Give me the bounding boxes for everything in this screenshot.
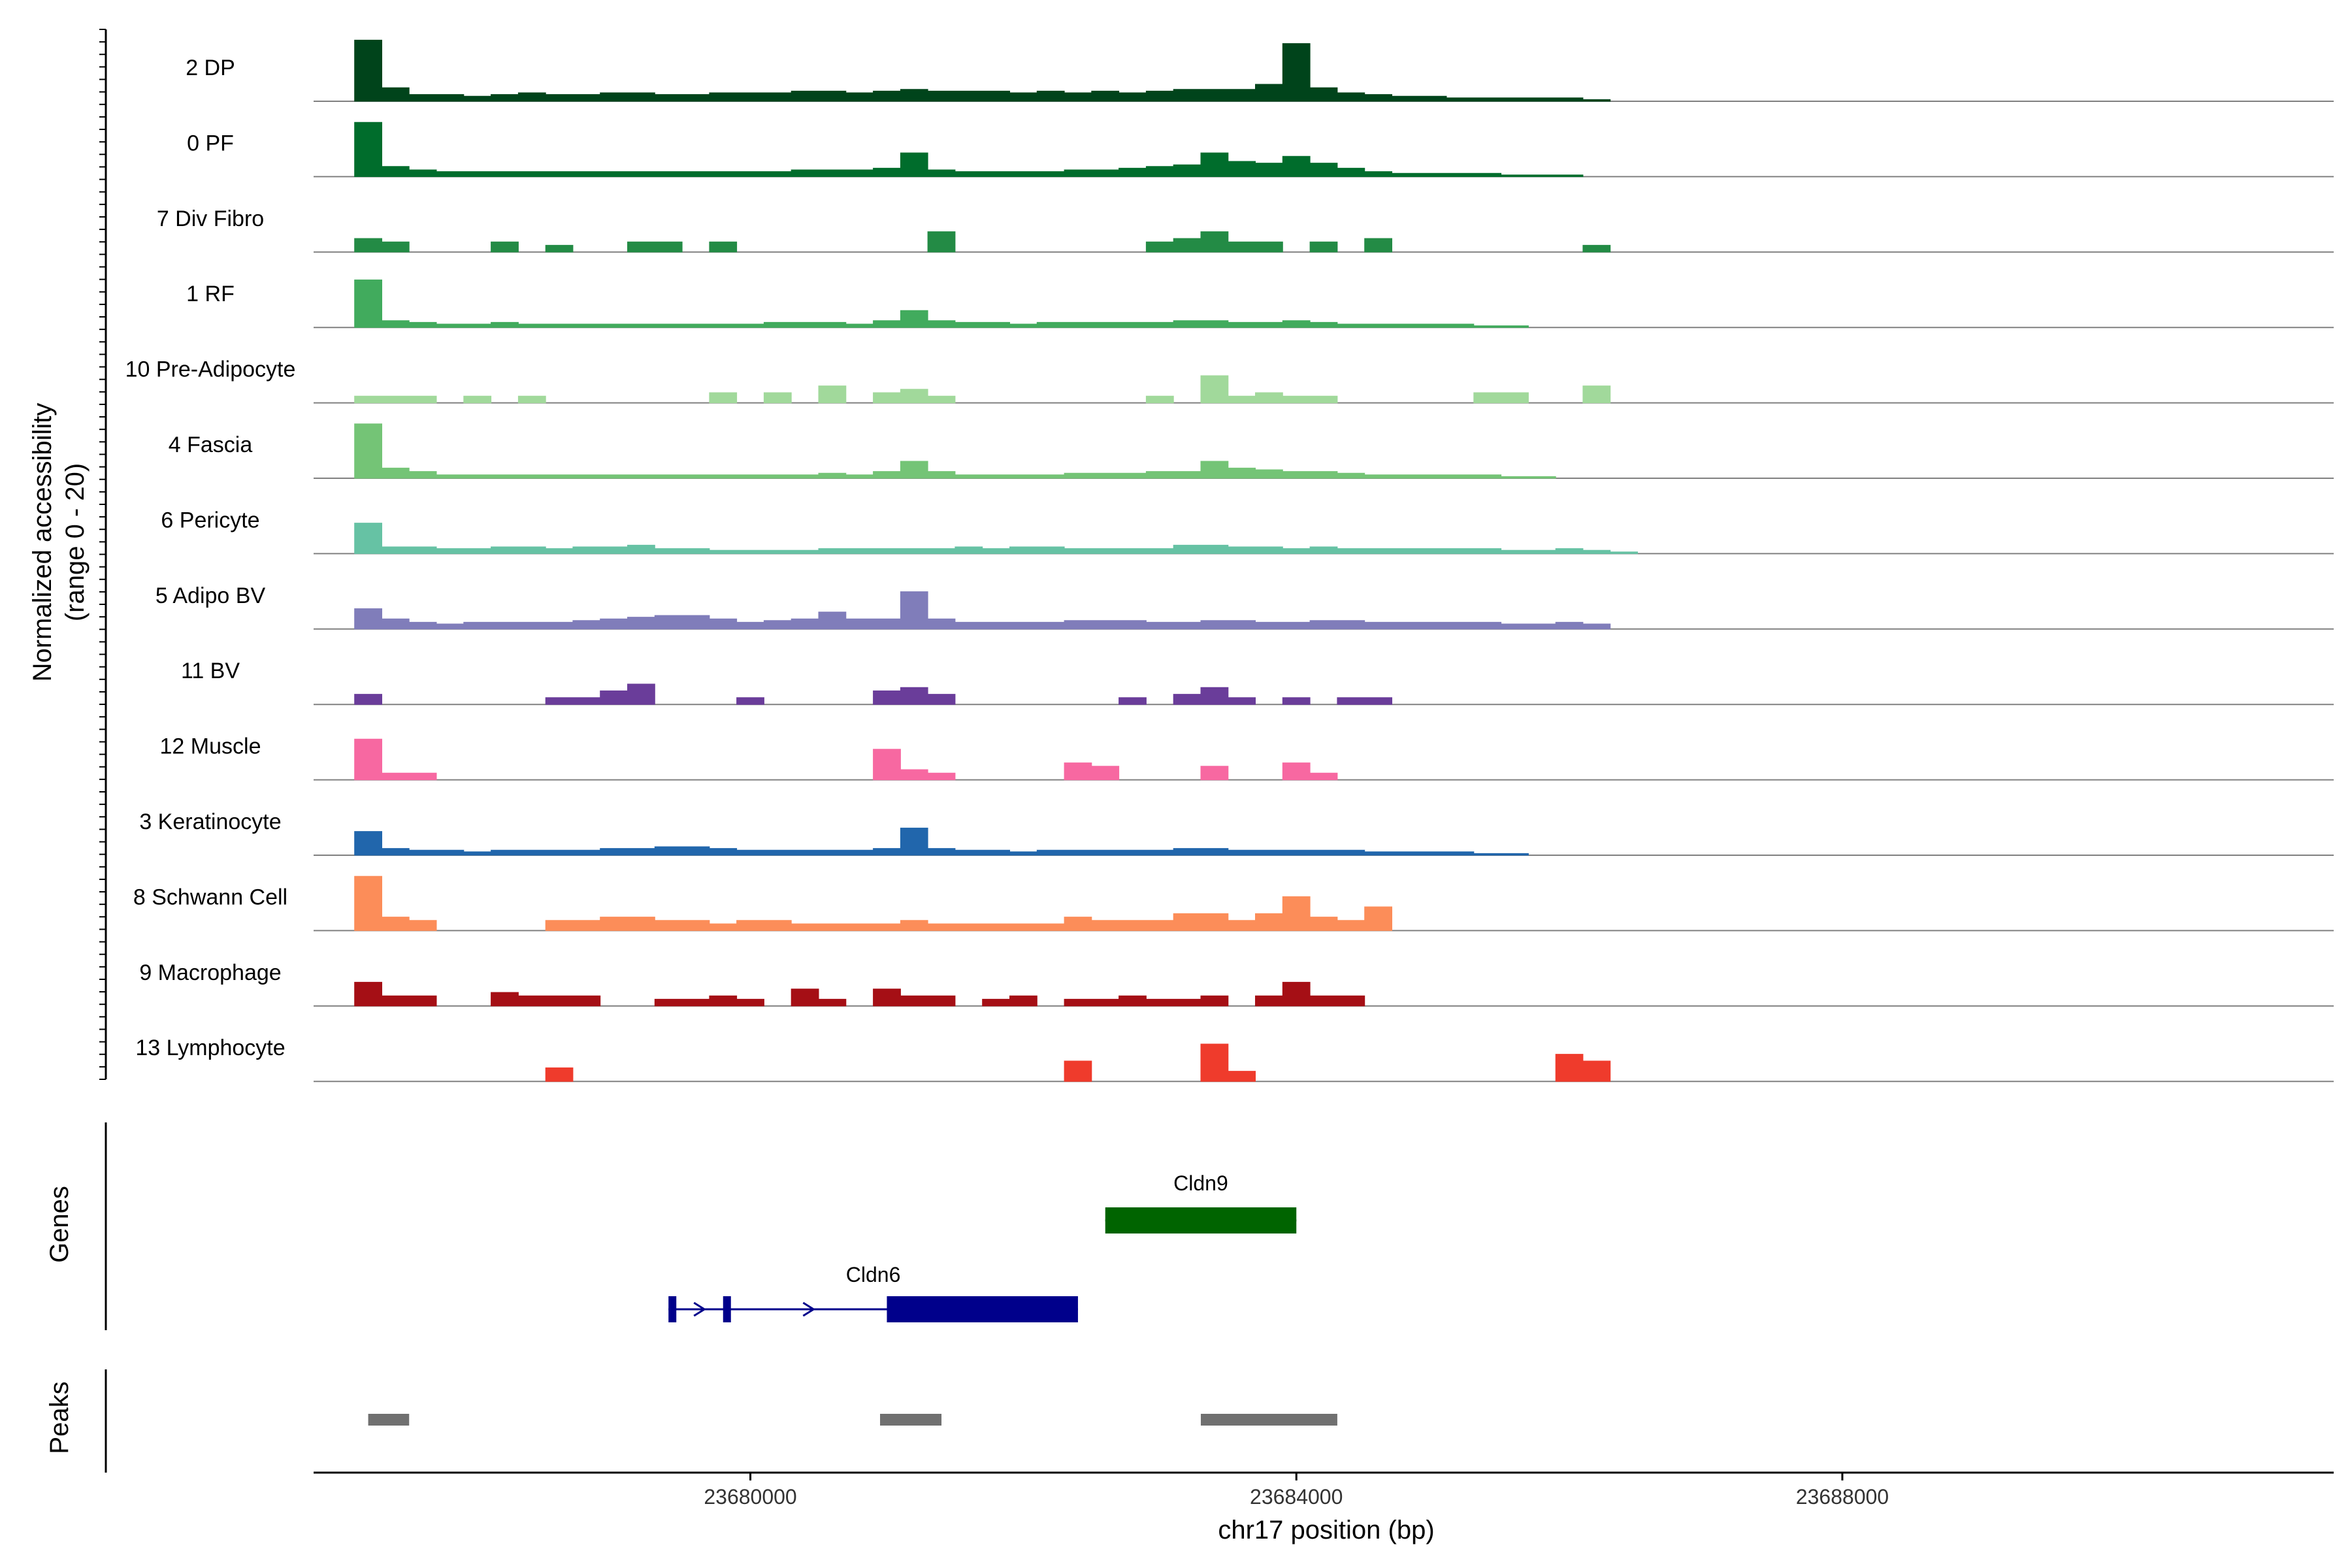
strand-arrow: [802, 1301, 816, 1317]
track-3-keratinocyte: 3 Keratinocyte: [139, 809, 2334, 856]
track-7-div-fibro: 7 Div Fibro: [157, 206, 2334, 253]
coverage-area: [354, 683, 1392, 705]
track-8-schwann-cell: 8 Schwann Cell: [133, 875, 2334, 932]
gene-track: Cldn9 Cldn6: [668, 1171, 1297, 1322]
gene-label: Cldn9: [1173, 1171, 1228, 1195]
gene-cldn9: Cldn9: [1105, 1171, 1297, 1233]
track-2-dp: 2 DP: [186, 39, 2334, 102]
track-label: 7 Div Fibro: [157, 206, 264, 231]
coverage-area: [545, 1043, 1611, 1082]
gene-exon: [1105, 1207, 1297, 1233]
gene-cldn6: Cldn6: [668, 1263, 1078, 1322]
x-tick-label: 23684000: [1250, 1485, 1343, 1509]
track-12-muscle: 12 Muscle: [160, 734, 2334, 781]
coverage-tracks: 2 DP 0 PF 7 Div Fibro 1 RF 10 Pre-Adipocyte 4…: [125, 39, 2334, 1083]
track-label: 3 Keratinocyte: [139, 809, 281, 834]
gene-exon: [723, 1296, 731, 1322]
track-1-rf: 1 RF: [186, 279, 2334, 329]
track-9-macrophage: 9 Macrophage: [139, 960, 2334, 1007]
track-10-pre-adipocyte: 10 Pre-Adipocyte: [125, 357, 2334, 404]
track-label: 13 Lymphocyte: [135, 1036, 285, 1060]
x-tick-label: 23680000: [704, 1485, 796, 1509]
left-axes: [99, 29, 107, 1473]
peak-region: [1200, 1414, 1337, 1426]
coverage-area: [354, 827, 1529, 856]
track-5-adipo-bv: 5 Adipo BV: [155, 583, 2334, 630]
genes-axis-title: Genes: [45, 1186, 74, 1263]
track-0-pf: 0 PF: [187, 122, 2334, 178]
coverage-area: [354, 39, 1611, 102]
track-label: 8 Schwann Cell: [133, 885, 287, 909]
coverage-area: [354, 875, 1392, 931]
track-13-lymphocyte: 13 Lymphocyte: [135, 1036, 2334, 1083]
strand-arrow: [693, 1301, 707, 1317]
track-label: 6 Pericyte: [161, 508, 259, 532]
track-label: 10 Pre-Adipocyte: [125, 357, 296, 382]
coverage-area: [354, 523, 1638, 554]
peak-region: [368, 1414, 410, 1426]
coverage-area: [354, 423, 1556, 479]
gene-exon: [668, 1296, 677, 1322]
track-label: 12 Muscle: [160, 734, 261, 759]
track-label: 2 DP: [186, 56, 235, 80]
coverage-area: [354, 122, 1584, 177]
x-axis: 23680000 23684000 23688000: [314, 1471, 2334, 1509]
coverage-area: [354, 279, 1529, 328]
coverage-area: [354, 981, 1365, 1007]
track-label: 11 BV: [181, 659, 240, 683]
coverage-area: [354, 591, 1611, 630]
peak-region: [880, 1414, 942, 1426]
gene-label: Cldn6: [846, 1263, 901, 1286]
x-axis-title: chr17 position (bp): [1218, 1516, 1434, 1544]
track-11-bv: 11 BV: [181, 659, 2334, 706]
track-label: 1 RF: [186, 282, 235, 306]
track-label: 4 Fascia: [169, 433, 253, 457]
y-axis-subtitle: (range 0 - 20): [61, 463, 90, 621]
coverage-area: [354, 375, 1611, 404]
track-label: 0 PF: [187, 131, 234, 155]
track-label: 9 Macrophage: [139, 960, 281, 985]
coverage-area: [354, 738, 1338, 781]
y-axis-title: Normalized accessibility: [28, 403, 57, 682]
peaks-axis-title: Peaks: [45, 1381, 74, 1454]
x-tick-label: 23688000: [1796, 1485, 1889, 1509]
peak-track: [368, 1414, 1337, 1426]
track-4-fascia: 4 Fascia: [169, 423, 2334, 479]
track-6-pericyte: 6 Pericyte: [161, 508, 2334, 555]
coverage-area: [354, 231, 1611, 253]
track-label: 5 Adipo BV: [155, 583, 266, 608]
gene-exon: [887, 1296, 1078, 1322]
